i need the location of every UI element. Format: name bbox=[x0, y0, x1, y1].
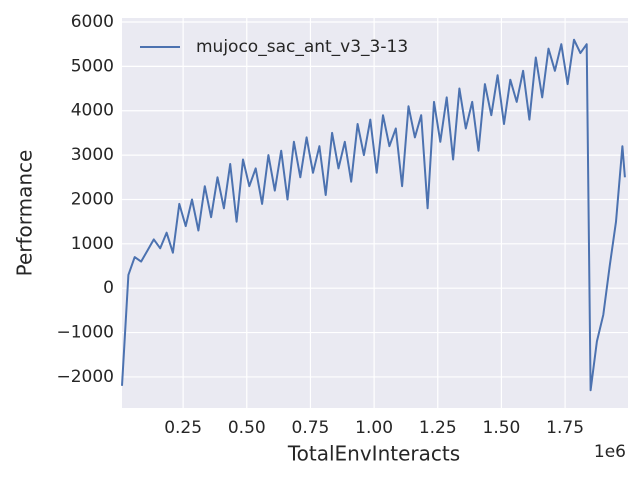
x-tick-label: 1.25 bbox=[419, 418, 457, 438]
y-tick-label: 2000 bbox=[71, 189, 114, 209]
y-tick-label: 4000 bbox=[71, 101, 114, 121]
y-axis-label: Performance bbox=[13, 150, 37, 277]
x-axis-label: TotalEnvInteracts bbox=[287, 442, 460, 466]
line-series bbox=[121, 38, 626, 392]
y-tick-label: 3000 bbox=[71, 145, 114, 165]
y-tick-label: 0 bbox=[103, 278, 114, 298]
y-tick-label: 1000 bbox=[71, 234, 114, 254]
x-offset-label: 1e6 bbox=[594, 442, 626, 462]
y-tick-label: −2000 bbox=[56, 367, 114, 387]
y-tick-label: −1000 bbox=[56, 323, 114, 343]
x-tick-label: 0.75 bbox=[292, 418, 330, 438]
x-tick-label: 1.50 bbox=[483, 418, 521, 438]
y-tick-label: 6000 bbox=[71, 12, 114, 32]
x-tick-label: 0.50 bbox=[228, 418, 266, 438]
legend-label: mujoco_sac_ant_v3_3-13 bbox=[196, 37, 408, 57]
plot-area bbox=[122, 18, 628, 408]
x-tick-label: 1.75 bbox=[546, 418, 584, 438]
x-tick-label: 0.25 bbox=[164, 418, 202, 438]
y-tick-label: 5000 bbox=[71, 56, 114, 76]
x-tick-label: 1.00 bbox=[355, 418, 393, 438]
